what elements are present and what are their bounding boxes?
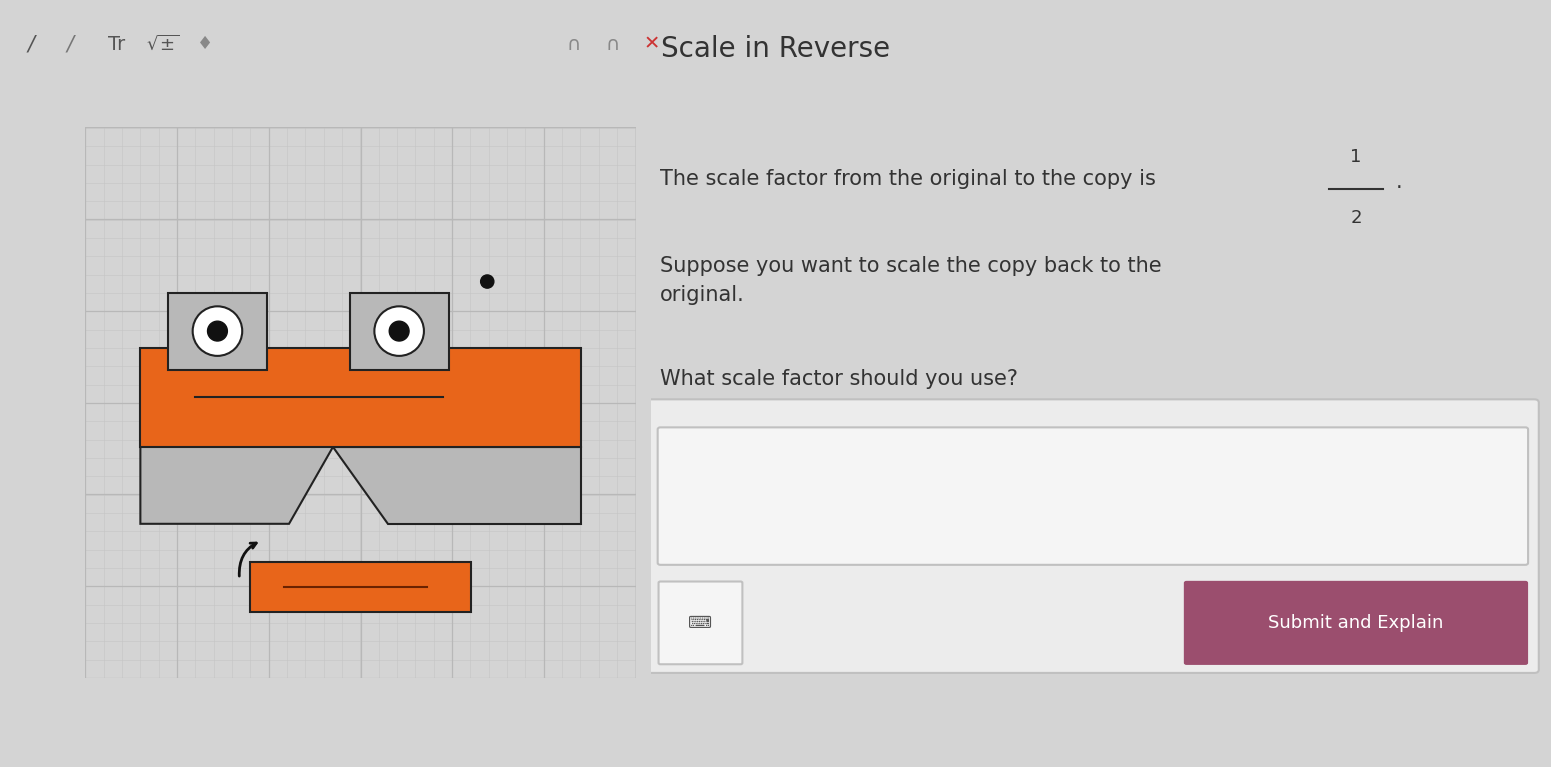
- Circle shape: [389, 321, 409, 341]
- Text: 1: 1: [1351, 148, 1362, 166]
- Text: Scale in Reverse: Scale in Reverse: [661, 35, 890, 63]
- Text: /: /: [67, 35, 73, 54]
- FancyBboxPatch shape: [659, 581, 743, 664]
- Text: ⌨: ⌨: [689, 614, 712, 632]
- Text: ✕: ✕: [644, 35, 659, 54]
- Polygon shape: [333, 446, 580, 524]
- FancyBboxPatch shape: [1183, 581, 1528, 665]
- Text: ∩: ∩: [605, 35, 620, 54]
- FancyBboxPatch shape: [349, 292, 448, 370]
- Text: ♦: ♦: [197, 35, 212, 52]
- Circle shape: [374, 306, 423, 356]
- Text: Tr: Tr: [107, 35, 126, 54]
- Text: What scale factor should you use?: What scale factor should you use?: [661, 369, 1019, 390]
- Text: The scale factor from the original to the copy is: The scale factor from the original to th…: [661, 169, 1163, 189]
- FancyBboxPatch shape: [168, 292, 267, 370]
- Circle shape: [481, 275, 493, 288]
- Text: ∩: ∩: [566, 35, 582, 54]
- Text: 2: 2: [1351, 209, 1362, 227]
- FancyBboxPatch shape: [140, 347, 580, 446]
- Text: Submit and Explain: Submit and Explain: [1269, 614, 1444, 632]
- Text: /: /: [28, 35, 34, 54]
- FancyBboxPatch shape: [251, 562, 472, 612]
- Text: .: .: [1396, 173, 1402, 193]
- Text: $\sqrt{\pm}$: $\sqrt{\pm}$: [146, 35, 180, 54]
- Polygon shape: [140, 446, 333, 524]
- FancyBboxPatch shape: [647, 400, 1539, 673]
- FancyBboxPatch shape: [658, 427, 1528, 565]
- Text: Suppose you want to scale the copy back to the
original.: Suppose you want to scale the copy back …: [661, 256, 1162, 305]
- Circle shape: [192, 306, 242, 356]
- Circle shape: [208, 321, 228, 341]
